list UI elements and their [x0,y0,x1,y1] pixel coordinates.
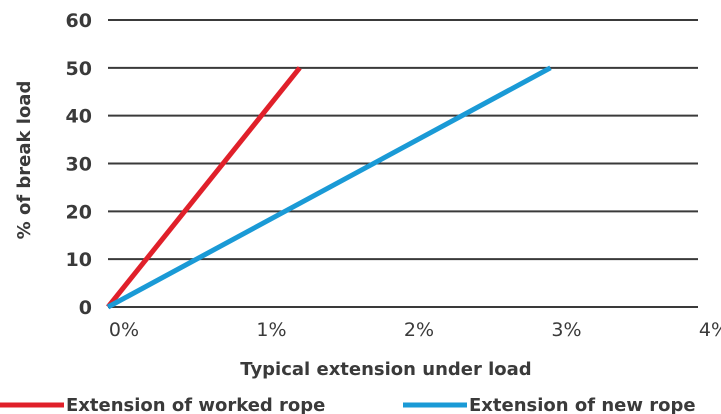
x-tick-labels: 0% 1% 2% 3% 4% [109,319,721,341]
y-tick-label: 0 [79,297,92,319]
series-line-1 [106,65,552,310]
y-tick-label: 40 [66,106,92,128]
y-tick-label: 50 [66,58,92,80]
y-tick-label: 30 [66,154,92,176]
y-tick-label: 20 [66,201,92,223]
legend-label-1: Extension of new rope [469,395,696,414]
legend: Extension of worked rope Extension of new… [0,395,696,414]
series-line-0 [106,66,302,309]
series-lines [106,65,552,310]
gridlines [108,19,698,308]
x-tick-label: 4% [699,319,721,341]
y-axis-title: % of break load [14,81,35,240]
legend-label-0: Extension of worked rope [66,395,325,414]
x-tick-label: 1% [256,319,286,341]
y-tick-labels: 0 10 20 30 40 50 60 [66,10,92,319]
y-tick-label: 10 [66,249,92,271]
x-axis-title: Typical extension under load [240,359,531,380]
x-tick-label: 3% [551,319,581,341]
x-tick-label: 2% [404,319,434,341]
y-tick-label: 60 [66,10,92,32]
x-tick-label: 0% [109,319,139,341]
